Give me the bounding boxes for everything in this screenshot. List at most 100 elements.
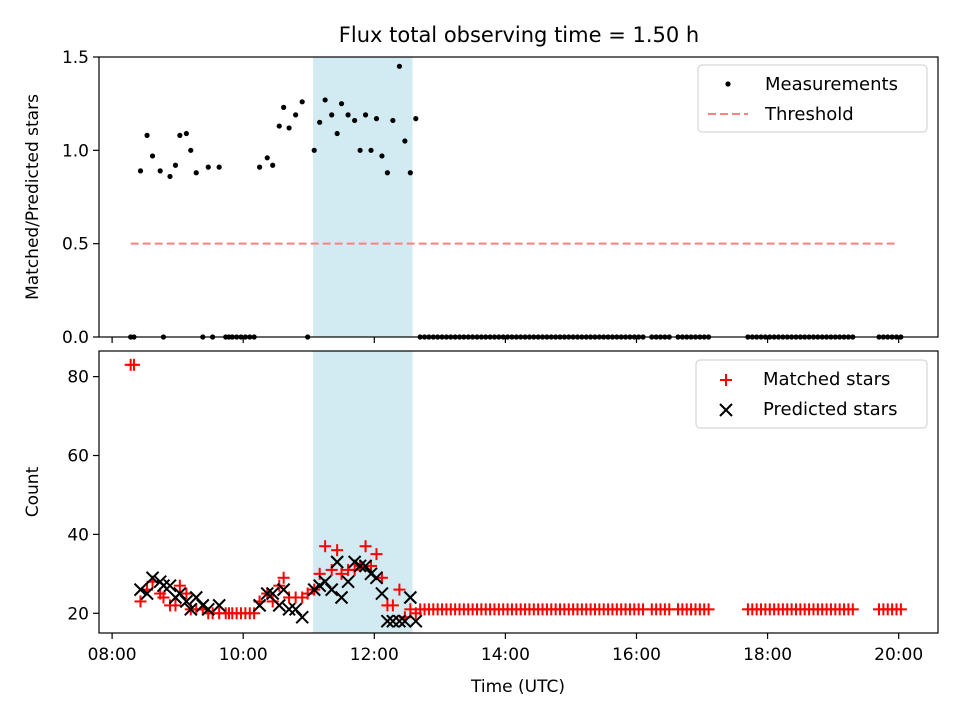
predicted-star-point (179, 594, 194, 609)
measurement-point (144, 132, 150, 138)
measurement-point (149, 153, 156, 159)
matched-star-point (846, 603, 859, 616)
measurement-point (256, 164, 263, 170)
bottom-plot-marks (124, 358, 907, 628)
matched-star-point (894, 603, 907, 616)
x-tick-label: 20:00 (874, 645, 923, 665)
matched-star-point (169, 599, 182, 612)
measurement-point (167, 173, 173, 180)
measurement-point (338, 101, 345, 107)
matched-star-point (127, 358, 140, 371)
measurement-point (216, 164, 222, 170)
bottom-legend-box (695, 359, 928, 429)
bottom-y-axis-label: Count (23, 466, 43, 517)
predicted-star-point (140, 586, 154, 601)
measurement-point (311, 147, 317, 153)
x-tick-label: 14:00 (481, 645, 530, 665)
predicted-star-point (353, 559, 367, 573)
predicted-star-point (163, 578, 177, 593)
matched-star-point (386, 599, 399, 612)
bottom-legend: Matched stars Predicted stars (695, 359, 928, 429)
matched-star-point (702, 603, 715, 616)
matched-star-point (331, 544, 344, 557)
legend-predicted-label: Predicted stars (763, 399, 897, 420)
y-tick-label: 0.0 (62, 328, 89, 348)
predicted-star-point (409, 614, 423, 628)
measurement-point (172, 162, 179, 168)
measurement-point (384, 170, 391, 176)
legend-predicted-marker (719, 403, 733, 417)
predicted-star-point (380, 614, 395, 628)
measurement-point (137, 168, 144, 174)
matched-star-point (313, 567, 326, 580)
y-tick-label: 1.0 (62, 141, 89, 161)
matched-star-point (157, 591, 170, 604)
predicted-star-point (156, 578, 171, 593)
bottom-panel: 20 40 60 80 08:00 10:00 12:00 14:00 16:00 18:00 2… (23, 350, 939, 697)
measurement-point (293, 112, 299, 118)
matched-star-point (134, 595, 147, 608)
predicted-star-point (330, 555, 344, 569)
measurement-point (157, 168, 163, 174)
matched-star-point (180, 587, 193, 600)
top-legend-box (697, 64, 928, 133)
matched-star-point (173, 579, 186, 592)
y-tick-label: 20 (67, 604, 89, 624)
measurement-point (357, 147, 363, 153)
predicted-star-point (341, 575, 355, 589)
measurement-point (362, 112, 369, 118)
y-tick-label: 40 (67, 525, 89, 545)
matched-star-point (319, 540, 332, 553)
figure-title: Flux total observing time = 1.50 h (339, 23, 699, 47)
measurement-point (317, 119, 323, 125)
measurement-point (379, 153, 385, 159)
matched-star-point (335, 567, 348, 580)
top-highlight-span (313, 57, 413, 337)
bottom-y-axis: 20 40 60 80 (67, 368, 99, 624)
matched-star-point (277, 571, 290, 584)
measurement-point (402, 138, 408, 144)
predicted-star-point (276, 582, 291, 597)
matched-star-point (359, 540, 372, 553)
measurement-point (334, 130, 340, 137)
matched-star-point (375, 571, 388, 584)
y-tick-label: 60 (67, 447, 89, 467)
measurement-point (193, 170, 199, 176)
measurement-point (413, 116, 419, 122)
top-y-axis: 0.0 0.5 1.0 1.5 (62, 48, 99, 348)
measurement-point (407, 170, 413, 176)
predicted-star-point (403, 590, 418, 605)
x-tick-label: 08:00 (88, 645, 137, 665)
measurement-point (183, 130, 189, 137)
predicted-star-point (272, 598, 286, 613)
predicted-star-point (260, 586, 274, 601)
bottom-x-axis: 08:00 10:00 12:00 14:00 16:00 18:00 20:00 (88, 633, 923, 665)
y-tick-label: 1.5 (62, 48, 89, 68)
measurement-point (352, 117, 358, 124)
predicted-star-point (398, 614, 412, 628)
matched-star-point (393, 583, 406, 596)
measurement-point (345, 112, 351, 118)
top-x-axis (111, 337, 900, 343)
measurement-point (188, 147, 194, 153)
x-tick-label: 10:00 (219, 645, 268, 665)
matched-star-point (325, 563, 338, 576)
legend-threshold-label: Threshold (764, 104, 854, 125)
measurement-point (286, 125, 292, 131)
legend-matched-label: Matched stars (763, 369, 890, 390)
top-panel: 0.0 0.5 1.0 1.5 Matched/Predicted stars Mea… (23, 48, 939, 348)
predicted-star-point (386, 614, 400, 628)
predicted-star-point (252, 598, 267, 613)
measurement-point (299, 99, 305, 105)
measurement-point (322, 97, 328, 103)
measurement-point (276, 123, 282, 129)
x-tick-label: 16:00 (612, 645, 661, 665)
predicted-star-point (201, 602, 215, 617)
measurement-point (368, 147, 374, 153)
top-legend: Measurements Threshold (697, 64, 928, 133)
legend-measurements-marker (725, 81, 731, 87)
measurement-point (396, 63, 403, 69)
matched-star-point (365, 559, 378, 572)
measurement-point (373, 116, 380, 122)
